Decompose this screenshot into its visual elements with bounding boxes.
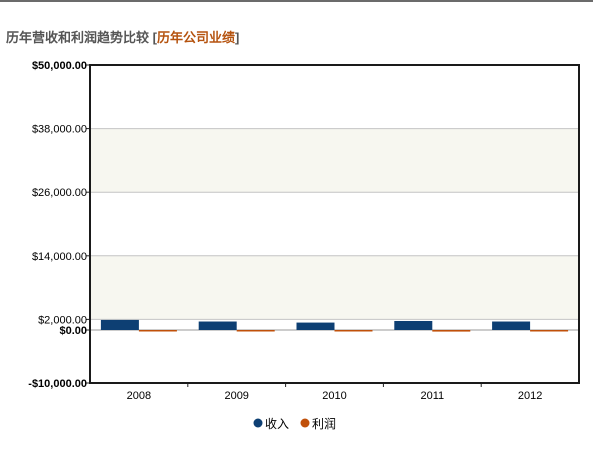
top-rule [0,0,593,2]
revenue-bar[interactable] [394,320,433,330]
revenue-bar[interactable] [492,321,531,330]
bracket-close: ] [235,30,240,45]
y-tick-label: $0.00 [59,325,87,337]
plot-background [90,65,579,383]
plot-band [91,255,578,320]
profit-bar[interactable] [530,330,569,332]
y-tick-label: $2,000.00 [38,314,87,326]
x-tick-label: 2011 [420,390,444,402]
x-tick-label: 2008 [127,390,151,402]
profit-bar[interactable] [236,330,275,332]
chart-title: 历年营收和利润趋势比较 [6,30,150,45]
y-tick-label: $26,000.00 [32,187,87,199]
x-tick-label: 2012 [518,390,542,402]
company-performance-link[interactable]: 历年公司业绩 [156,30,235,45]
legend-profit-marker [300,418,310,428]
plot-band [91,128,578,193]
legend-profit-label[interactable]: 利润 [312,417,336,431]
y-tick-label: $38,000.00 [32,124,87,136]
x-tick-label: 2009 [224,390,248,402]
legend-revenue-marker [253,418,263,428]
revenue-bar[interactable] [100,319,139,330]
profit-bar[interactable] [138,330,177,332]
profit-bar[interactable] [334,330,373,332]
y-tick-label: $50,000.00 [32,60,87,72]
legend-revenue-label[interactable]: 收入 [265,417,289,431]
x-tick-label: 2010 [322,390,346,402]
chart-header: 历年营收和利润趋势比较 [历年公司业绩] [6,27,239,46]
profit-bar[interactable] [432,330,471,332]
revenue-bar[interactable] [296,322,335,330]
y-tick-label: $14,000.00 [32,251,87,263]
bracket-open: [ [152,30,157,45]
revenue-bar[interactable] [198,321,237,330]
plot-border [89,64,580,384]
y-tick-label: -$10,000.00 [28,378,87,390]
